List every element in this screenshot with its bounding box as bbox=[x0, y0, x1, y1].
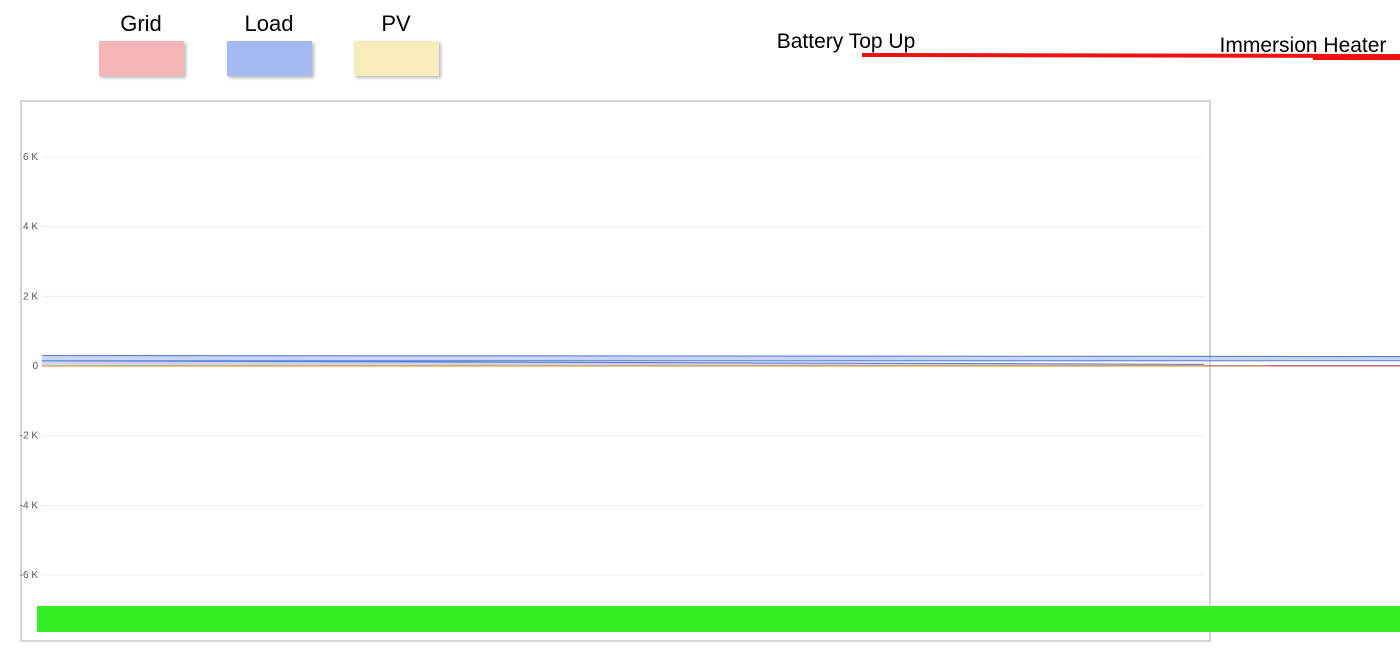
y-tick-label: -4 K bbox=[20, 500, 39, 511]
y-tick-label: 4 K bbox=[23, 222, 38, 233]
annotations: Battery Top Up Immersion Heater bbox=[777, 30, 1400, 61]
y-tick-label: 2 K bbox=[23, 291, 38, 302]
y-tick-label: -6 K bbox=[20, 570, 39, 581]
legend-item-load: Load bbox=[227, 11, 312, 76]
legend-swatch-load bbox=[227, 41, 312, 76]
y-axis-ticks: 6 K 4 K 2 K 0 -2 K -4 K -6 K bbox=[20, 152, 39, 581]
annotation-label: Immersion Heater bbox=[1220, 34, 1387, 57]
mode-segment-0: LOAD FIRST bbox=[37, 606, 1400, 632]
legend: Grid Load PV bbox=[99, 11, 439, 76]
mode-bar: LOAD FIRSTBATTFIRSTLOAD FIRSTBATTFIRSTLO… bbox=[37, 606, 1400, 632]
series-layer bbox=[41, 354, 1400, 367]
mode-segment-bg bbox=[37, 606, 1400, 632]
legend-label-load: Load bbox=[245, 11, 294, 36]
chart-panel bbox=[20, 100, 1211, 642]
annotation-arrow bbox=[1312, 56, 1400, 61]
legend-item-pv: PV bbox=[354, 11, 439, 76]
legend-item-grid: Grid bbox=[99, 11, 184, 76]
y-tick-label: -2 K bbox=[20, 431, 39, 442]
annotation-1: Immersion Heater bbox=[1220, 34, 1400, 61]
legend-label-grid: Grid bbox=[120, 11, 162, 36]
y-tick-label: 6 K bbox=[23, 152, 38, 163]
annotation-label: Battery Top Up bbox=[777, 30, 916, 53]
legend-label-pv: PV bbox=[381, 11, 411, 36]
legend-swatch-pv bbox=[354, 41, 439, 76]
legend-swatch-grid bbox=[99, 41, 184, 76]
y-tick-label: 0 bbox=[32, 361, 38, 372]
annotation-0: Battery Top Up bbox=[777, 30, 1400, 59]
